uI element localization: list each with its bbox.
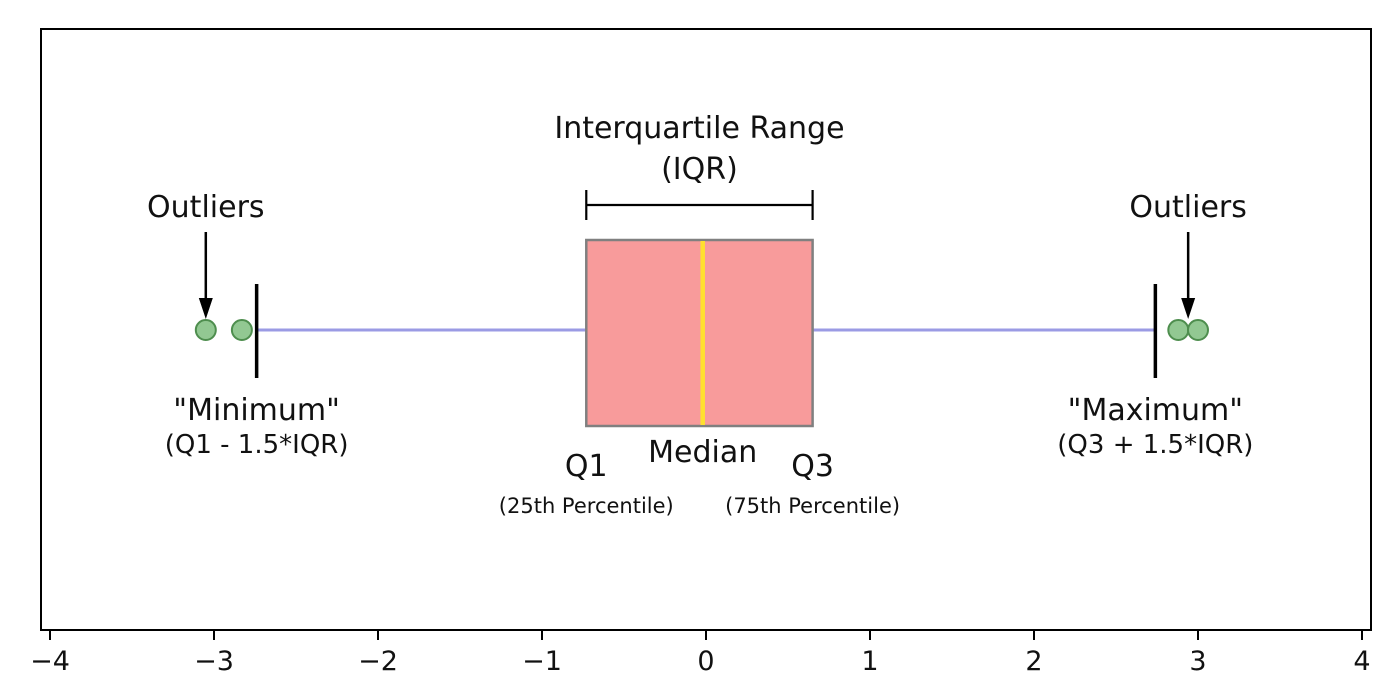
x-tick-label: 0: [697, 646, 715, 677]
x-tick-mark: [705, 630, 707, 640]
q3-label: Q3: [791, 449, 834, 484]
iqr-box: [585, 238, 814, 428]
plot-area: [40, 28, 1372, 631]
x-tick-label: 4: [1353, 646, 1371, 677]
outlier-dot: [230, 319, 253, 341]
iqr-subtitle-label: (IQR): [661, 152, 738, 187]
q1-label: Q1: [564, 449, 608, 484]
minimum-label: "Minimum": [173, 393, 340, 428]
x-tick-label: 2: [1025, 646, 1043, 677]
maximum-label: "Maximum": [1067, 393, 1244, 428]
x-tick-mark: [377, 630, 379, 640]
boxplot-svg: [194, 190, 1209, 428]
outlier-dot: [1187, 319, 1209, 341]
minimum-formula-label: (Q1 - 1.5*IQR): [164, 430, 349, 460]
outlier-arrow-left-head: [198, 298, 213, 319]
outlier-arrow-right-head: [1181, 298, 1196, 319]
x-tick-label: 3: [1189, 646, 1207, 677]
outlier-dot: [1167, 319, 1190, 341]
x-tick-mark: [49, 630, 51, 640]
x-tick-label: −2: [358, 646, 398, 677]
x-tick-label: −1: [522, 646, 562, 677]
x-tick-mark: [869, 630, 871, 640]
outliers-right-label: Outliers: [1129, 190, 1247, 225]
x-tick-label: −3: [194, 646, 234, 677]
outlier-dot: [194, 319, 217, 341]
x-tick-mark: [1033, 630, 1035, 640]
iqr-title-label: Interquartile Range: [554, 111, 845, 146]
q1-percentile-label: (25th Percentile): [498, 494, 674, 518]
median-label: Median: [648, 435, 758, 470]
outliers-left-label: Outliers: [147, 190, 265, 225]
q3-percentile-label: (75th Percentile): [725, 494, 901, 518]
x-tick-mark: [1197, 630, 1199, 640]
x-tick-label: 1: [861, 646, 879, 677]
x-tick-mark: [213, 630, 215, 640]
maximum-formula-label: (Q3 + 1.5*IQR): [1057, 430, 1254, 460]
x-tick-label: −4: [30, 646, 70, 677]
x-tick-mark: [1361, 630, 1363, 640]
x-tick-mark: [541, 630, 543, 640]
